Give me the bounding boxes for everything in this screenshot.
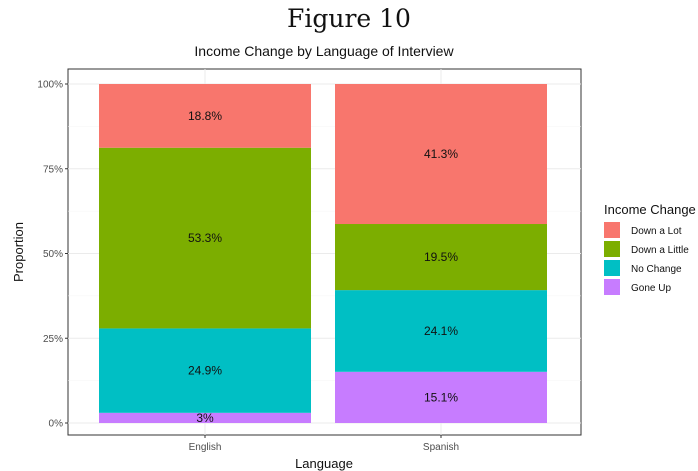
bars	[99, 84, 547, 423]
data-labels: 3% 24.9% 53.3% 18.8% 15.1% 24.1% 19.5% 41.3%	[188, 109, 458, 425]
x-axis: English Spanish	[189, 435, 459, 453]
data-label: 15.1%	[424, 390, 458, 404]
legend-title: Income Change	[604, 202, 696, 217]
data-label: 53.3%	[188, 231, 222, 245]
x-tick-label: Spanish	[423, 442, 459, 453]
bar-segment-gone-up	[335, 371, 547, 423]
y-axis: 0% 25% 50% 75% 100%	[37, 80, 68, 430]
legend-swatch	[604, 222, 620, 238]
bar-segment-gone-up	[99, 412, 311, 423]
data-label: 24.1%	[424, 324, 458, 338]
bar-segment-down-a-little	[99, 147, 311, 329]
legend-swatch	[604, 260, 620, 276]
data-label: 18.8%	[188, 109, 222, 123]
legend-entry: Down a Little	[631, 245, 689, 256]
chart-title: Income Change by Language of Interview	[194, 43, 454, 59]
y-tick-label: 100%	[37, 80, 63, 91]
legend-swatch	[604, 241, 620, 257]
legend-entry: Down a Lot	[631, 226, 682, 237]
bar-segment-down-a-little	[335, 224, 547, 291]
bar-segment-no-change	[99, 328, 311, 413]
data-label: 19.5%	[424, 250, 458, 264]
y-tick-label: 25%	[43, 334, 63, 345]
bar-segment-down-a-lot	[335, 84, 547, 225]
data-label: 24.9%	[188, 364, 222, 378]
y-tick-label: 75%	[43, 164, 63, 175]
y-tick-label: 50%	[43, 249, 63, 260]
data-label: 41.3%	[424, 147, 458, 161]
y-tick-label: 0%	[49, 419, 64, 430]
x-axis-label: Language	[295, 456, 353, 471]
legend: Income Change Down a Lot Down a Little No …	[604, 202, 696, 295]
bar-segment-down-a-lot	[99, 84, 311, 148]
legend-entry: Gone Up	[631, 283, 671, 294]
bar-segment-no-change	[335, 290, 547, 372]
data-label: 3%	[196, 411, 214, 425]
legend-entry: No Change	[631, 264, 682, 275]
legend-swatch	[604, 279, 620, 295]
y-axis-label: Proportion	[11, 222, 26, 282]
figure-heading: Figure 10	[287, 4, 411, 33]
x-tick-label: English	[189, 442, 222, 453]
